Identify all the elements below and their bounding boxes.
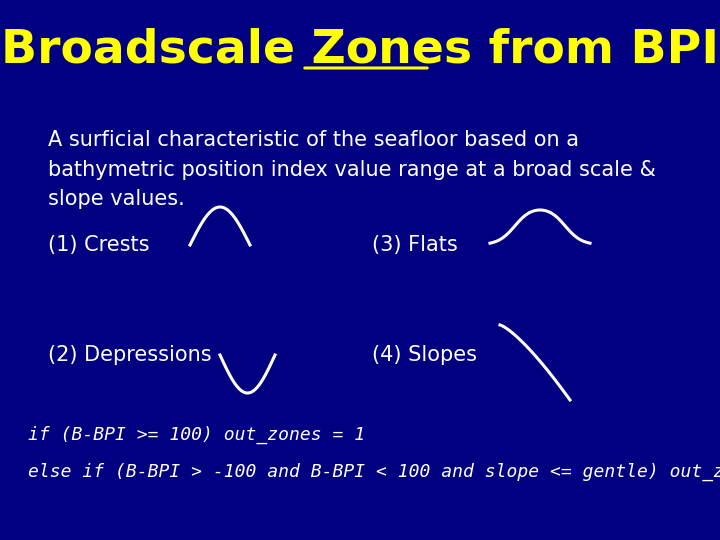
Text: A surficial characteristic of the seafloor based on a
bathymetric position index: A surficial characteristic of the seaflo… [48, 130, 656, 209]
Text: if (B-BPI >= 100) out_zones = 1: if (B-BPI >= 100) out_zones = 1 [28, 426, 365, 444]
Text: (3) Flats: (3) Flats [372, 235, 458, 255]
Text: (2) Depressions: (2) Depressions [48, 345, 212, 365]
Text: else if (B-BPI > -100 and B-BPI < 100 and slope <= gentle) out_zones = 3: else if (B-BPI > -100 and B-BPI < 100 an… [28, 463, 720, 481]
Text: (1) Crests: (1) Crests [48, 235, 150, 255]
Text: Broadscale Zones from BPI: Broadscale Zones from BPI [1, 28, 719, 72]
Text: (4) Slopes: (4) Slopes [372, 345, 477, 365]
